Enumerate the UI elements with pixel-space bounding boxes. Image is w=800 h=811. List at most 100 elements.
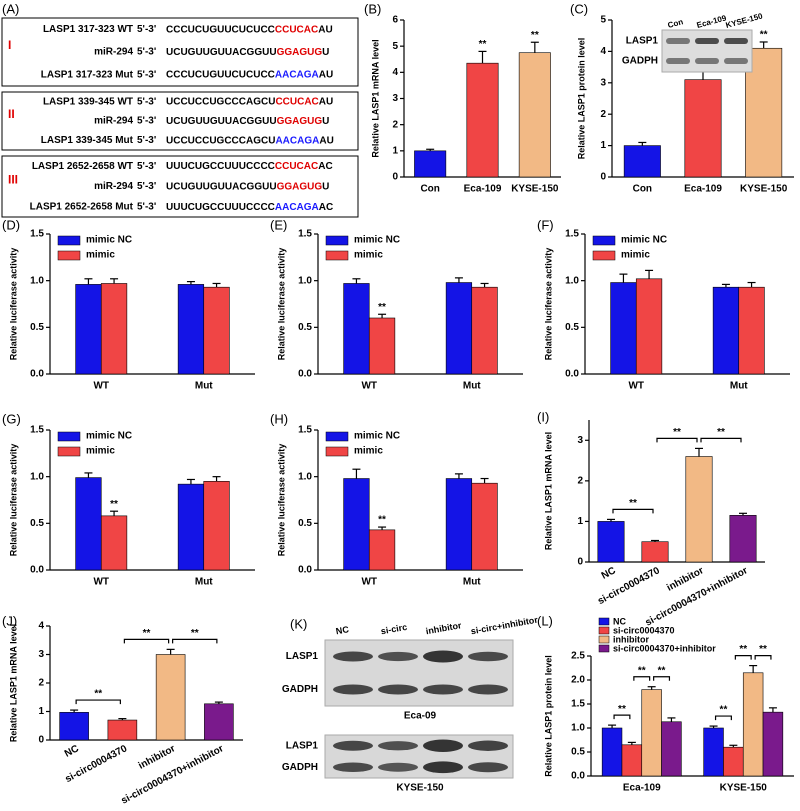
significance: ** xyxy=(110,499,118,510)
sequence-direction: 5'-3' xyxy=(137,47,156,58)
panel-label: (F) xyxy=(537,217,554,232)
x-tick-label: Mut xyxy=(195,381,213,392)
sequence-part: UCUGUUGUUACGGUU xyxy=(166,116,277,127)
y-tick-label: 2 xyxy=(38,678,44,689)
legend-label: si-circ0004370 xyxy=(613,625,675,635)
error-bar xyxy=(214,701,223,704)
x-tick-label: WT xyxy=(628,381,644,392)
error-bar xyxy=(186,281,195,285)
x-tick-label: WT xyxy=(93,381,109,392)
bracket xyxy=(653,676,671,681)
bar xyxy=(762,711,784,777)
blot-row-label: GADPH xyxy=(282,762,318,773)
sequence-name: LASP1 2652-2658 WT xyxy=(32,161,133,172)
bar xyxy=(203,286,230,375)
y-tick-label: 0.5 xyxy=(571,747,585,758)
significance: ** xyxy=(378,302,386,313)
bar xyxy=(745,47,783,178)
sequence-tail: AC xyxy=(318,161,332,172)
legend-label: mimic xyxy=(86,446,115,457)
y-tick-label: 1.5 xyxy=(298,425,312,436)
legend-swatch xyxy=(57,431,81,442)
error-bar xyxy=(739,512,747,516)
error-bar xyxy=(378,313,387,318)
blot-band xyxy=(666,58,690,64)
bar xyxy=(204,703,234,741)
y-tick-label: 3 xyxy=(600,77,606,88)
error-bar xyxy=(627,741,636,745)
blot-band xyxy=(423,650,463,663)
sequence-name: miR-294 xyxy=(94,116,133,127)
y-tick-label: 1.0 xyxy=(30,275,44,286)
blot-band xyxy=(333,651,373,662)
legend-swatch xyxy=(598,626,610,635)
y-tick-label: 3 xyxy=(392,93,398,104)
sequence-part: UUUCUGCCUUUCCCC xyxy=(166,201,275,212)
y-tick-label: 0 xyxy=(38,735,44,746)
bracket xyxy=(123,638,170,644)
binding-site: CCUCAC xyxy=(275,24,318,35)
y-tick-label: 2 xyxy=(392,119,398,130)
y-tick-label: 2.5 xyxy=(571,651,585,662)
bar xyxy=(343,283,370,375)
error-bar xyxy=(478,50,487,64)
legend-swatch xyxy=(57,446,81,457)
sequence-direction: 5'-3' xyxy=(137,135,156,146)
y-tick-label: 0.0 xyxy=(30,369,44,380)
bar xyxy=(641,689,662,777)
y-axis-label: Relative LASP1 protein level xyxy=(543,655,553,777)
y-tick-label: 0.0 xyxy=(571,771,585,782)
y-tick-label: 0.5 xyxy=(298,322,312,333)
bar xyxy=(742,672,764,777)
bracket xyxy=(612,508,654,514)
bracket-label: ** xyxy=(629,498,637,509)
bracket-label: ** xyxy=(739,644,747,655)
sequence-direction: 5'-3' xyxy=(137,161,156,172)
sequence-direction: 5'-3' xyxy=(137,24,156,35)
bar xyxy=(635,278,663,375)
blot-background xyxy=(324,639,514,707)
y-axis-label: Relative LASP1 mRNA level xyxy=(543,432,553,550)
y-axis-label: Relative luciferase activity xyxy=(276,248,286,361)
binding-site: GGAGUG xyxy=(277,181,323,192)
significance: ** xyxy=(479,39,487,50)
sequence-part: CCCUCUGUUCUCUCC xyxy=(166,69,275,80)
blot-row-label: GADPH xyxy=(282,684,318,695)
bracket-label: ** xyxy=(618,704,626,715)
legend-label: mimic xyxy=(86,250,115,261)
legend-label: NC xyxy=(613,616,626,626)
x-tick-label: NC xyxy=(63,743,81,759)
legend-label: mimic NC xyxy=(621,235,667,246)
error-bar xyxy=(619,273,628,283)
panel-label: (B) xyxy=(364,1,381,16)
bar xyxy=(75,477,102,571)
y-tick-label: 2 xyxy=(600,109,606,120)
blot-band xyxy=(333,762,373,773)
bar xyxy=(368,317,396,375)
y-tick-label: 0.5 xyxy=(30,322,44,333)
bar xyxy=(368,529,396,571)
legend-label: si-circ0004370+inhibitor xyxy=(613,643,716,653)
x-tick-label: NC xyxy=(600,565,618,581)
y-axis-label: Relative luciferase activity xyxy=(543,248,553,361)
blot-band xyxy=(468,684,508,695)
bracket xyxy=(700,437,742,443)
sequence-direction: 5'-3' xyxy=(137,69,156,80)
sequence-name: LASP1 317-323 Mut xyxy=(41,69,134,80)
blot-band xyxy=(333,740,373,751)
bracket xyxy=(172,638,218,644)
panel-label: (I) xyxy=(537,409,549,424)
error-bar xyxy=(186,478,195,485)
y-tick-label: 0.5 xyxy=(298,518,312,529)
error-bar xyxy=(480,282,489,288)
x-tick-label: WT xyxy=(93,577,109,588)
sequence-box xyxy=(1,17,359,87)
legend-label: mimic NC xyxy=(354,235,400,246)
error-bar xyxy=(212,282,221,288)
sequence-direction: 5'-3' xyxy=(137,201,156,212)
legend-label: mimic NC xyxy=(86,431,132,442)
y-tick-label: 0 xyxy=(392,172,398,183)
y-tick-label: 1.5 xyxy=(30,425,44,436)
y-tick-label: 0.0 xyxy=(30,565,44,576)
